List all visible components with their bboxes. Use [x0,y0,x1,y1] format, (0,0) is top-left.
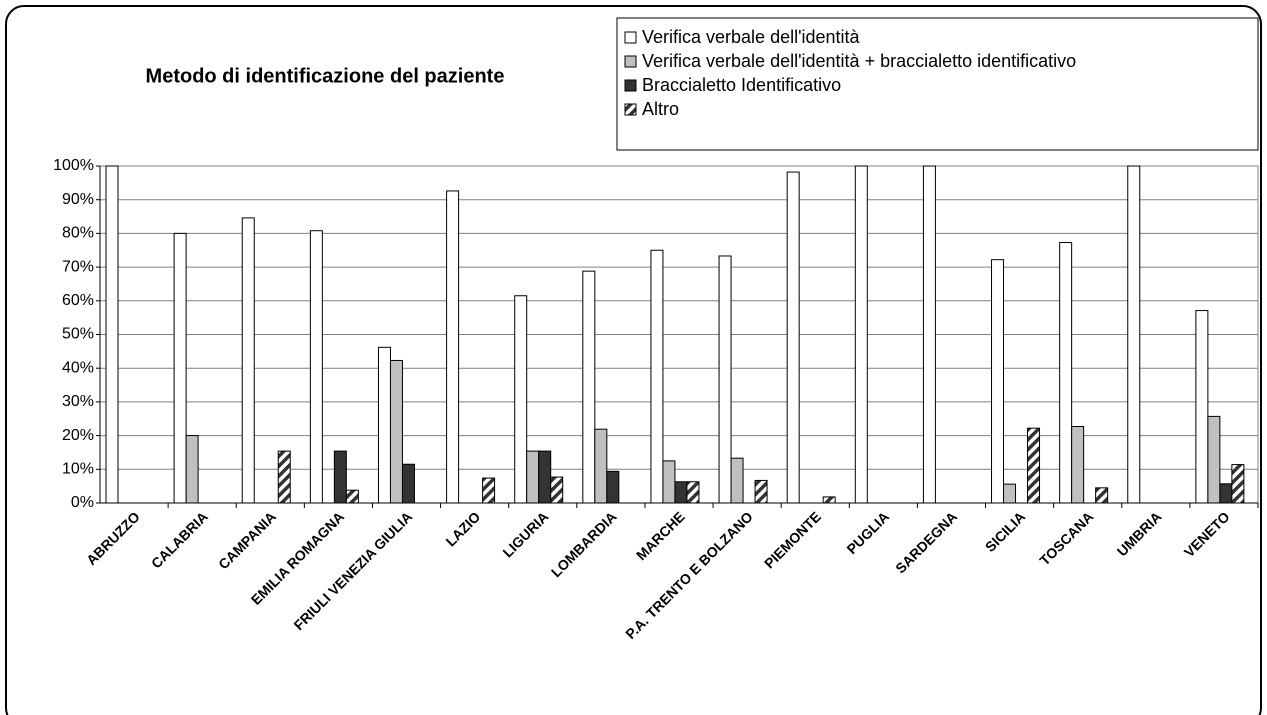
legend-label: Altro [642,99,679,119]
bar [1027,427,1041,504]
y-tick-label: 50% [62,326,94,343]
bar [526,450,540,504]
bar [1207,415,1221,504]
bar [185,435,199,504]
bar [1195,310,1209,504]
legend-swatch [624,79,637,92]
bar [333,450,347,504]
bar [822,496,836,504]
legend-label: Braccialetto Identificativo [642,75,841,95]
bar [389,359,403,504]
y-tick-label: 10% [62,461,94,478]
legend-label: Verifica verbale dell'identità + braccia… [642,51,1076,71]
bar [606,470,620,504]
bar [482,477,496,504]
bar [922,165,936,504]
y-tick-label: 80% [62,225,94,242]
legend-swatch [624,103,637,116]
legend-swatch [624,55,637,68]
bar [991,259,1005,504]
bar [277,450,291,504]
y-tick-label: 90% [62,191,94,208]
bar [1231,464,1245,504]
bar [686,481,700,504]
bar [1003,483,1017,504]
bar [1059,241,1073,504]
bar [550,476,564,504]
y-tick-label: 100% [53,157,94,174]
y-tick-label: 60% [62,292,94,309]
bar [674,481,688,504]
bar [1219,483,1233,504]
legend-box [616,17,1259,151]
y-tick-label: 30% [62,393,94,410]
bar [1071,426,1085,504]
bar [754,479,768,504]
bar [401,463,415,504]
bar [514,295,528,504]
bar [105,165,119,504]
bar [345,489,359,504]
y-tick-label: 70% [62,258,94,275]
bar [650,249,664,504]
y-tick-label: 20% [62,427,94,444]
bar [1095,487,1109,504]
bar [662,460,676,504]
bar [538,450,552,504]
bar [173,232,187,504]
legend-swatch [624,31,637,44]
bar [730,457,744,504]
bar [1127,165,1141,504]
bar [377,346,391,504]
bar [446,190,460,504]
bar [594,428,608,504]
legend-label: Verifica verbale dell'identità [642,27,861,47]
bar [582,270,596,504]
bar [309,230,323,504]
bar [718,255,732,504]
bar [854,165,868,504]
chart-title: Metodo di identificazione del paziente [146,65,505,87]
y-tick-label: 40% [62,359,94,376]
bar [241,217,255,504]
y-tick-label: 0% [71,494,94,511]
bar [786,171,800,504]
